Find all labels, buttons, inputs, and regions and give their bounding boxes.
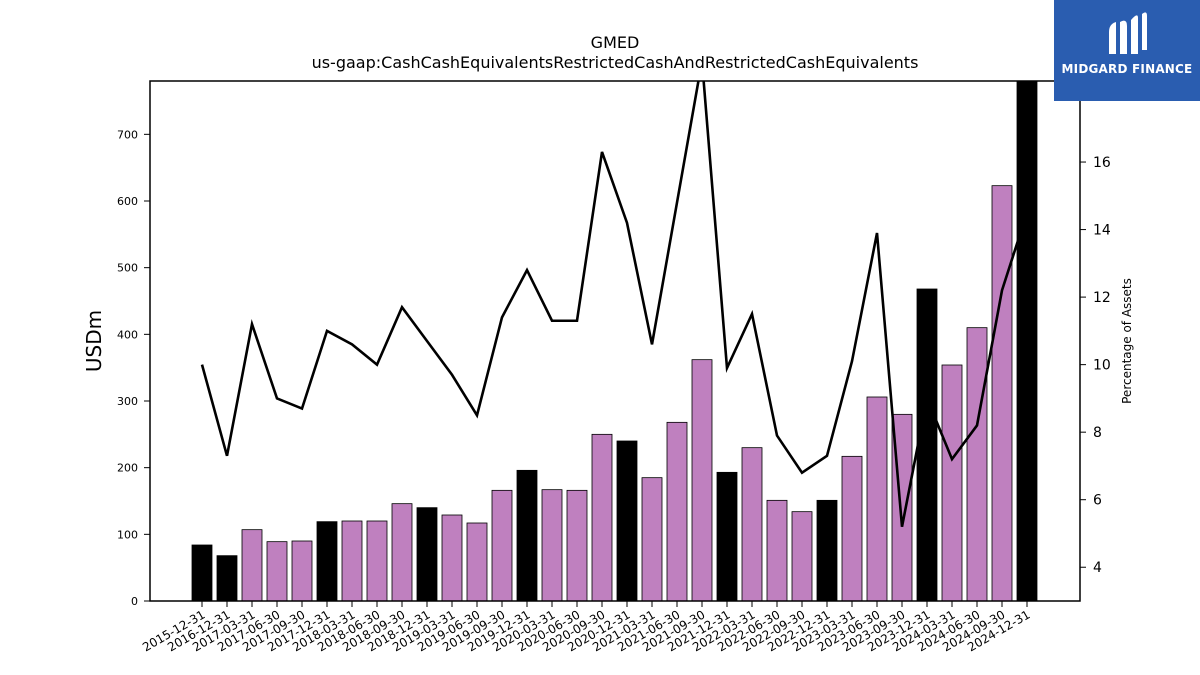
bar-2021-03-31 bbox=[641, 477, 663, 602]
bar-2017-09-30 bbox=[291, 540, 313, 602]
bar-2023-06-30 bbox=[866, 396, 888, 602]
plot-frame bbox=[149, 80, 1081, 602]
right-tick-label: 14 bbox=[1093, 223, 1111, 239]
bar-2023-12-31 bbox=[916, 288, 938, 602]
left-tick-label: 300 bbox=[117, 395, 138, 408]
midgard-finance-logo: MIDGARD FINANCE bbox=[1054, 0, 1200, 101]
bar-2024-12-31 bbox=[1016, 80, 1038, 602]
left-tick-label: 400 bbox=[117, 328, 138, 341]
bar-2017-03-31 bbox=[241, 529, 263, 602]
bar-2021-09-30 bbox=[691, 359, 713, 602]
right-tick-label: 12 bbox=[1093, 290, 1111, 306]
bar-2018-09-30 bbox=[391, 503, 413, 602]
chart-title: GMED bbox=[591, 33, 640, 52]
bar-group bbox=[191, 80, 1038, 602]
bar-2018-12-31 bbox=[416, 507, 438, 602]
bar-2022-09-30 bbox=[791, 511, 813, 602]
bar-2020-06-30 bbox=[566, 489, 588, 602]
bar-2021-06-30 bbox=[666, 421, 688, 602]
logo-text: MIDGARD FINANCE bbox=[1061, 62, 1193, 76]
left-tick-label: 500 bbox=[117, 262, 138, 275]
bar-2017-06-30 bbox=[266, 541, 288, 602]
left-tick-label: 100 bbox=[117, 528, 138, 541]
logo-mark-icon bbox=[1109, 12, 1147, 54]
right-axis: 4681012141618 bbox=[1080, 88, 1111, 576]
bar-2024-06-30 bbox=[966, 327, 988, 602]
bar-2019-09-30 bbox=[491, 489, 513, 602]
x-axis: 2015-12-312016-12-312017-03-312017-06-30… bbox=[140, 601, 1033, 654]
right-tick-label: 8 bbox=[1093, 425, 1102, 441]
bar-2024-03-31 bbox=[941, 364, 963, 602]
right-tick-label: 16 bbox=[1093, 155, 1111, 171]
left-axis: 0 100 200 300 400 500 600 700 bbox=[117, 128, 150, 608]
bar-2019-06-30 bbox=[466, 522, 488, 602]
bar-2020-12-31 bbox=[616, 440, 638, 602]
bar-2015-12-31 bbox=[191, 544, 213, 602]
left-tick-label: 0 bbox=[131, 595, 138, 608]
right-tick-label: 4 bbox=[1093, 560, 1102, 576]
right-tick-label: 10 bbox=[1093, 358, 1111, 374]
bar-2018-03-31 bbox=[341, 520, 363, 602]
bar-2022-12-31 bbox=[816, 499, 838, 602]
chart-subtitle: us-gaap:CashCashEquivalentsRestrictedCas… bbox=[312, 53, 919, 72]
bar-2022-03-31 bbox=[741, 447, 763, 602]
bar-2018-06-30 bbox=[366, 520, 388, 602]
bar-2019-12-31 bbox=[516, 469, 538, 602]
bar-2016-12-31 bbox=[216, 555, 238, 602]
bar-2021-12-31 bbox=[716, 471, 738, 602]
bar-2020-03-31 bbox=[541, 489, 563, 602]
bar-2022-06-30 bbox=[766, 499, 788, 602]
left-tick-label: 600 bbox=[117, 195, 138, 208]
left-tick-label: 200 bbox=[117, 462, 138, 475]
line-layer bbox=[200, 81, 1029, 527]
right-tick-label: 6 bbox=[1093, 493, 1102, 509]
bar-2023-03-31 bbox=[841, 455, 863, 602]
percentage-of-assets-line bbox=[200, 81, 1029, 527]
y-axis-label-left: USDm bbox=[82, 310, 106, 372]
y-axis-label-right: Percentage of Assets bbox=[1120, 278, 1134, 404]
bar-2024-09-30 bbox=[991, 185, 1013, 602]
bar-2020-09-30 bbox=[591, 433, 613, 602]
bar-2017-12-31 bbox=[316, 521, 338, 602]
bar-2019-03-31 bbox=[441, 514, 463, 602]
left-tick-label: 700 bbox=[117, 128, 138, 141]
